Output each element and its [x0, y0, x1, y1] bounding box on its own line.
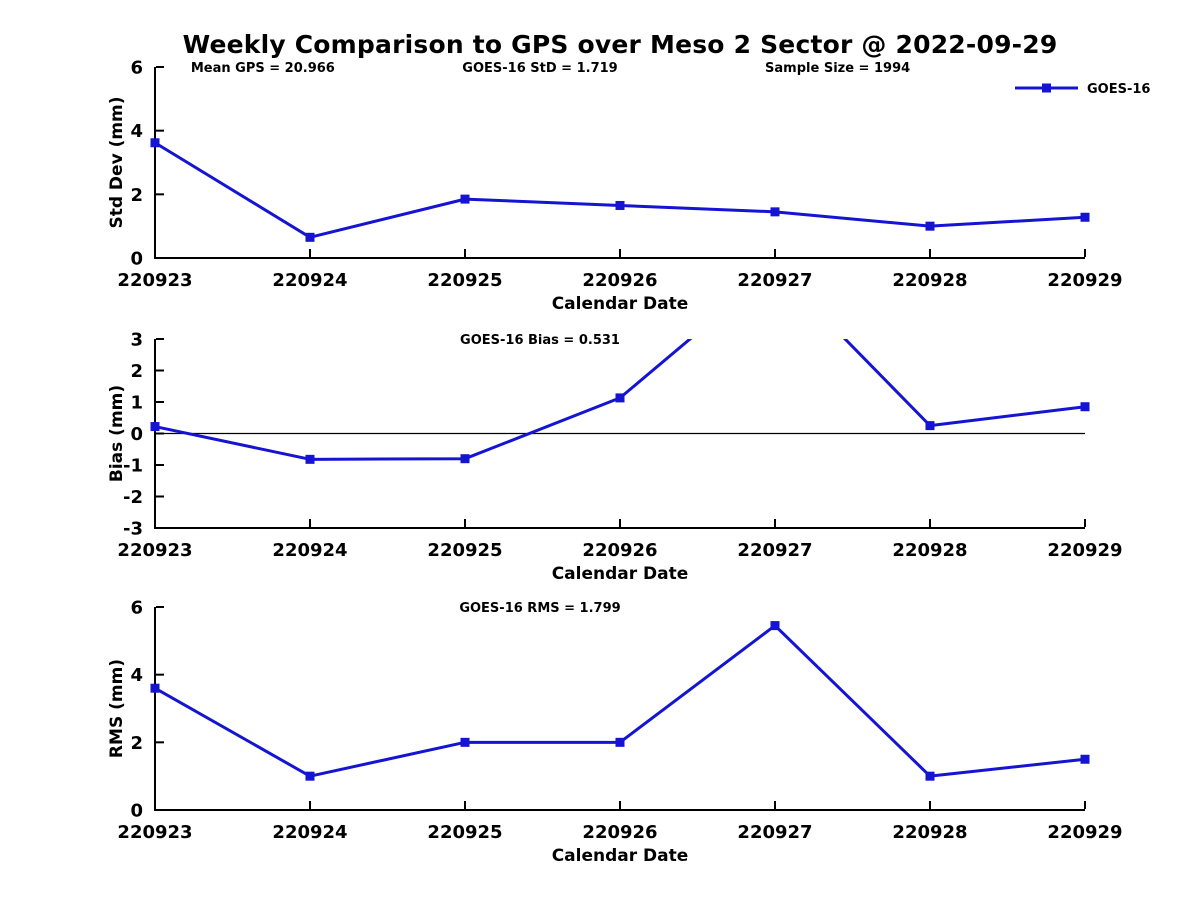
legend: GOES-16: [1015, 82, 1150, 97]
data-point: [615, 737, 625, 747]
annotation: Sample Size = 1994: [765, 61, 910, 76]
y-tick-label: 6: [130, 598, 143, 619]
annotation: Mean GPS = 20.966: [191, 61, 335, 76]
data-point: [305, 454, 315, 464]
x-tick-label: 220925: [427, 270, 502, 291]
x-tick-label: 220928: [892, 540, 967, 561]
y-tick-label: 1: [130, 393, 143, 414]
x-tick-label: 220924: [272, 540, 347, 561]
x-tick-label: 220928: [892, 270, 967, 291]
legend-marker: [1042, 83, 1051, 93]
data-point: [1080, 402, 1090, 412]
x-tick-label: 220929: [1047, 540, 1122, 561]
data-point: [615, 393, 625, 403]
y-tick-label: 3: [130, 330, 143, 351]
data-point: [305, 232, 315, 242]
y-tick-label: -2: [123, 487, 143, 508]
axis-spine: [154, 339, 1085, 529]
x-tick-label: 220929: [1047, 822, 1122, 843]
annotation: GOES-16 Bias = 0.531: [460, 333, 620, 348]
data-point: [460, 194, 470, 204]
subplot-1: 0 2 4 6 220923 220924 220925 220926 220927 220928…: [107, 58, 1150, 315]
y-tick-label: 0: [130, 801, 143, 822]
data-point: [1080, 212, 1090, 222]
series-goes-16: [150, 621, 1090, 781]
data-line: [154, 141, 1086, 239]
data-point: [150, 138, 160, 148]
y-tick-label: 2: [130, 185, 143, 206]
x-tick-label: 220927: [737, 270, 812, 291]
y-axis-label: RMS (mm): [107, 659, 127, 758]
axis-spine: [154, 607, 1085, 811]
subplot-2: -3 -2 -1 0 1 2 3 220923 220924 220925 220926 220927…: [107, 330, 1123, 585]
x-tick-label: 220926: [582, 540, 657, 561]
data-point: [305, 771, 315, 781]
x-tick-label: 220925: [427, 540, 502, 561]
data-line: [154, 624, 1086, 778]
x-tick-label: 220923: [117, 540, 192, 561]
series-goes-16: [150, 339, 1090, 464]
data-point: [925, 421, 935, 431]
y-tick-label: 2: [130, 733, 143, 754]
legend-label: GOES-16: [1087, 82, 1150, 97]
x-tick-label: 220924: [272, 822, 347, 843]
data-point: [615, 200, 625, 210]
data-point: [1080, 754, 1090, 764]
annotation: GOES-16 StD = 1.719: [462, 61, 617, 76]
figure-title: Weekly Comparison to GPS over Meso 2 Sec…: [182, 30, 1058, 59]
data-point: [150, 422, 160, 432]
y-tick-label: -1: [123, 456, 143, 477]
x-tick-label: 220927: [737, 822, 812, 843]
data-point: [925, 771, 935, 781]
x-tick-label: 220926: [582, 270, 657, 291]
data-point: [150, 683, 160, 693]
data-point: [770, 207, 780, 217]
x-tick-label: 220923: [117, 270, 192, 291]
x-tick-label: 220928: [892, 822, 967, 843]
x-tick-label: 220924: [272, 270, 347, 291]
y-tick-label: 0: [130, 249, 143, 270]
data-point: [460, 454, 470, 464]
y-tick-label: 4: [130, 121, 143, 142]
y-axis-label: Std Dev (mm): [107, 96, 127, 228]
subplot-3: 0 2 4 6 220923 220924 220925 220926 220927 220928…: [107, 598, 1123, 867]
x-axis-label: Calendar Date: [552, 294, 689, 314]
data-point: [925, 221, 935, 231]
y-tick-label: -3: [123, 519, 143, 540]
data-point: [770, 621, 780, 631]
axis-spine: [154, 67, 1085, 259]
x-axis-label: Calendar Date: [552, 564, 689, 584]
series-goes-16: [150, 138, 1090, 242]
y-tick-label: 6: [130, 58, 143, 79]
y-tick-label: 2: [130, 361, 143, 382]
x-tick-label: 220929: [1047, 270, 1122, 291]
x-tick-label: 220927: [737, 540, 812, 561]
y-tick-label: 0: [130, 424, 143, 445]
annotation: GOES-16 RMS = 1.799: [459, 601, 620, 616]
y-tick-label: 4: [130, 665, 143, 686]
data-point: [460, 737, 470, 747]
x-tick-label: 220923: [117, 822, 192, 843]
x-tick-label: 220926: [582, 822, 657, 843]
y-axis-label: Bias (mm): [107, 385, 127, 482]
x-axis-label: Calendar Date: [552, 846, 689, 866]
x-tick-label: 220925: [427, 822, 502, 843]
